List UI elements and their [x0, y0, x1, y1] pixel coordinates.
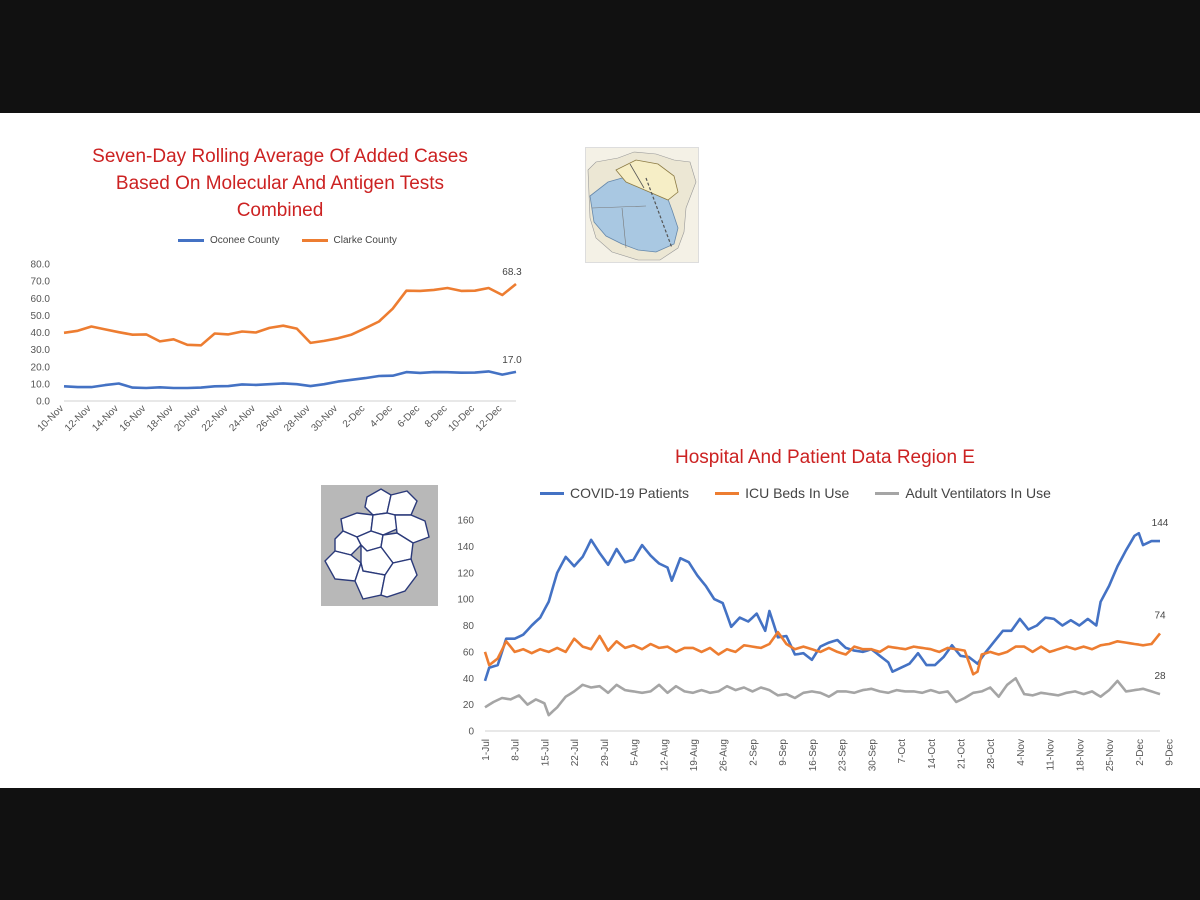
county-map-graphic [587, 151, 697, 261]
hospital-x-tick-label: 25-Nov [1105, 739, 1116, 771]
hospital-x-tick-label: 2-Dec [1135, 739, 1146, 766]
hospital-chart-title: Hospital And Patient Data Region E [675, 447, 975, 468]
cases-y-tick-label: 50.0 [31, 311, 51, 322]
cases-chart: 0.010.020.030.040.050.060.070.080.010-No… [31, 260, 523, 434]
hospital-x-tick-label: 9-Dec [1164, 739, 1175, 766]
cases-legend: Oconee County Clarke County [178, 235, 397, 246]
hospital-x-tick-label: 5-Aug [630, 739, 641, 766]
legend-swatch-clarke [301, 239, 328, 242]
cases-y-tick-label: 20.0 [31, 362, 51, 373]
legend-swatch-oconee [178, 239, 204, 242]
cases-end-data-label: 68.3 [502, 267, 522, 278]
cases-y-tick-label: 10.0 [31, 379, 51, 390]
hospital-x-tick-label: 30-Sep [867, 739, 878, 772]
region-map-graphic [324, 488, 430, 600]
hospital-x-tick-label: 22-Jul [570, 739, 581, 766]
hospital-x-tick-label: 7-Oct [897, 739, 908, 764]
cases-y-tick-label: 0.0 [36, 397, 50, 408]
hospital-x-tick-label: 8-Jul [511, 739, 522, 761]
hospital-end-data-label: 144 [1152, 518, 1169, 529]
hospital-y-tick-label: 120 [457, 568, 474, 579]
cases-chart-title: Seven-Day Rolling Average Of Added Cases… [60, 143, 500, 224]
hospital-y-tick-label: 40 [463, 674, 475, 685]
hospital-x-tick-label: 11-Nov [1046, 739, 1057, 771]
hospital-y-tick-label: 80 [463, 621, 475, 632]
hospital-x-tick-label: 1-Jul [481, 739, 492, 761]
hospital-x-tick-label: 29-Jul [600, 739, 611, 766]
hospital-series-line-ventilators [484, 676, 1161, 717]
hospital-y-tick-label: 160 [457, 516, 474, 527]
region-map-image [321, 485, 438, 606]
hospital-y-tick-label: 0 [468, 727, 474, 738]
legend-label-oconee: Oconee County [210, 235, 280, 246]
cases-title-line-1: Seven-Day Rolling Average Of Added Cases [92, 146, 468, 167]
cases-title-line-3: Combined [236, 200, 324, 221]
legend-icu: ICU Beds In Use [715, 485, 849, 501]
hospital-x-tick-label: 14-Oct [927, 739, 938, 769]
hospital-legend: COVID-19 Patients ICU Beds In Use Adult … [540, 485, 1051, 501]
legend-label-icu: ICU Beds In Use [745, 485, 850, 501]
hospital-series-line-icu [483, 630, 1162, 676]
legend-label-ventilators: Adult Ventilators In Use [905, 485, 1051, 501]
hospital-x-tick-label: 15-Jul [540, 739, 551, 766]
cases-y-tick-label: 70.0 [31, 277, 51, 288]
legend-label-covid: COVID-19 Patients [570, 485, 690, 501]
cases-title-line-2: Based On Molecular And Antigen Tests [115, 173, 445, 194]
legend-covid: COVID-19 Patients [540, 485, 689, 501]
cases-y-tick-label: 30.0 [31, 345, 51, 356]
hospital-x-tick-label: 9-Sep [778, 739, 789, 766]
hospital-y-tick-label: 60 [463, 647, 475, 658]
legend-label-clarke: Clarke County [333, 235, 397, 246]
hospital-x-tick-label: 2-Sep [748, 739, 759, 766]
legend-swatch-ventilators [875, 491, 900, 495]
legend-swatch-icu [715, 491, 740, 495]
county-map-image [585, 147, 699, 263]
hospital-y-tick-label: 140 [457, 542, 474, 553]
hospital-x-tick-label: 18-Nov [1075, 739, 1086, 771]
hospital-x-tick-label: 12-Aug [659, 739, 670, 771]
hospital-x-tick-label: 21-Oct [956, 739, 967, 769]
cases-series-line-clarke [63, 282, 517, 347]
hospital-end-data-label: 28 [1154, 671, 1166, 682]
hospital-series-line-covid [483, 531, 1160, 682]
cases-y-tick-label: 40.0 [31, 328, 51, 339]
legend-clarke: Clarke County [301, 235, 397, 246]
hospital-x-tick-label: 26-Aug [719, 739, 730, 771]
legend-oconee: Oconee County [178, 235, 280, 246]
legend-swatch-covid [540, 491, 564, 495]
hospital-x-tick-label: 23-Sep [838, 739, 849, 772]
hospital-x-tick-label: 28-Oct [986, 739, 997, 769]
hospital-y-tick-label: 20 [463, 700, 475, 711]
cases-end-data-label: 17.0 [502, 355, 522, 366]
hospital-x-tick-label: 16-Sep [808, 739, 819, 772]
hospital-x-tick-label: 4-Nov [1016, 739, 1027, 766]
cases-y-tick-label: 60.0 [31, 294, 51, 305]
cases-series-line-oconee [63, 370, 517, 390]
legend-ventilators: Adult Ventilators In Use [875, 485, 1051, 501]
hospital-x-tick-label: 19-Aug [689, 739, 700, 771]
slide: Seven-Day Rolling Average Of Added Cases… [0, 113, 1200, 788]
hospital-y-tick-label: 100 [457, 595, 474, 606]
hospital-chart: 0 20 40 60 80 100 120 140 160 1-Jul 8-Jul 15-Jul 22-… [457, 516, 1175, 772]
cases-y-tick-label: 80.0 [31, 260, 51, 271]
hospital-end-data-label: 74 [1154, 610, 1166, 621]
